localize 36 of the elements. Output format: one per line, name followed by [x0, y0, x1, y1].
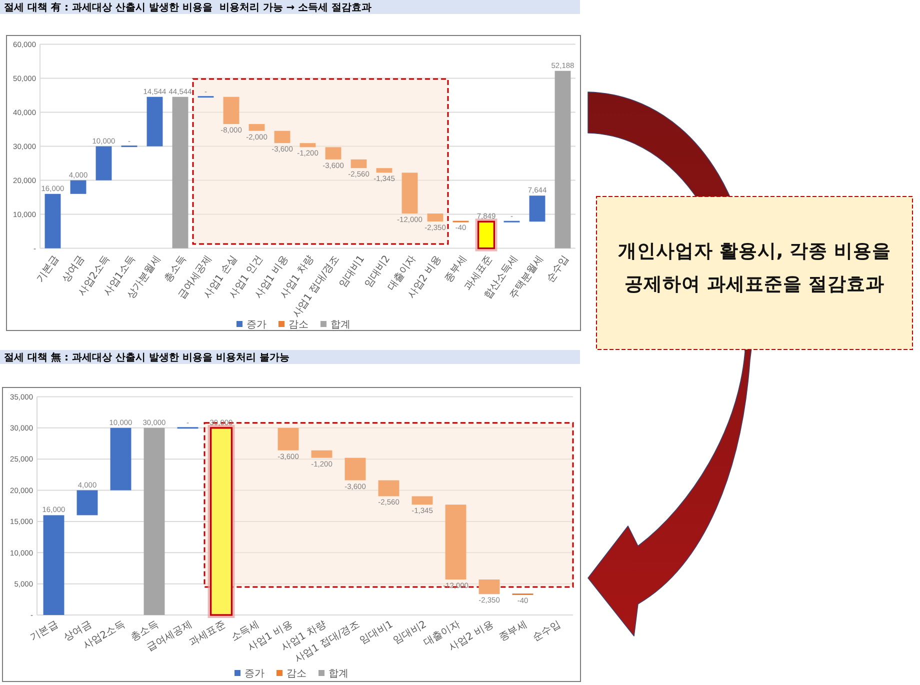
bar: [478, 579, 500, 594]
legend-label: 합계: [328, 668, 348, 680]
bar: [248, 124, 265, 131]
bar: [344, 458, 366, 480]
bar: [378, 480, 400, 496]
bar: [146, 96, 163, 146]
chart-title: 절세 대책 有 : 과세대상 산출시 발생한 비용을 비용처리 가능 → 소득세 절감효과: [4, 2, 372, 14]
bar: [325, 147, 342, 160]
bar: [427, 213, 444, 222]
bar: [96, 146, 112, 180]
bar: [554, 70, 571, 248]
bar: [350, 159, 367, 168]
bar: [529, 196, 546, 222]
text: 개인사업자 활용시, 각종 비용을 공제하여 과세표준을 절감효과: [618, 240, 892, 295]
bar: [76, 490, 98, 516]
legend-label: 증가: [246, 320, 266, 330]
bar: [300, 143, 316, 148]
bar: [110, 428, 132, 490]
bar: [223, 96, 240, 124]
chart-title: 절세 대책 無 : 과세대상 산출시 발생한 비용을 비용처리 불가능: [4, 352, 290, 364]
bar: [278, 428, 299, 450]
bar: [172, 96, 188, 248]
legend-label: 합계: [330, 320, 350, 330]
bar: [311, 450, 332, 458]
legend-label: 감소: [286, 668, 306, 680]
bar: [376, 168, 392, 173]
bar: [274, 130, 290, 144]
bar: [445, 504, 466, 580]
legend-label: 증가: [244, 668, 264, 680]
bar: [402, 172, 418, 214]
bar: [144, 428, 165, 615]
bar: [43, 515, 64, 615]
legend-label: 감소: [288, 320, 308, 330]
bar: [44, 194, 61, 248]
bar: [70, 180, 86, 194]
bar: [412, 496, 433, 505]
